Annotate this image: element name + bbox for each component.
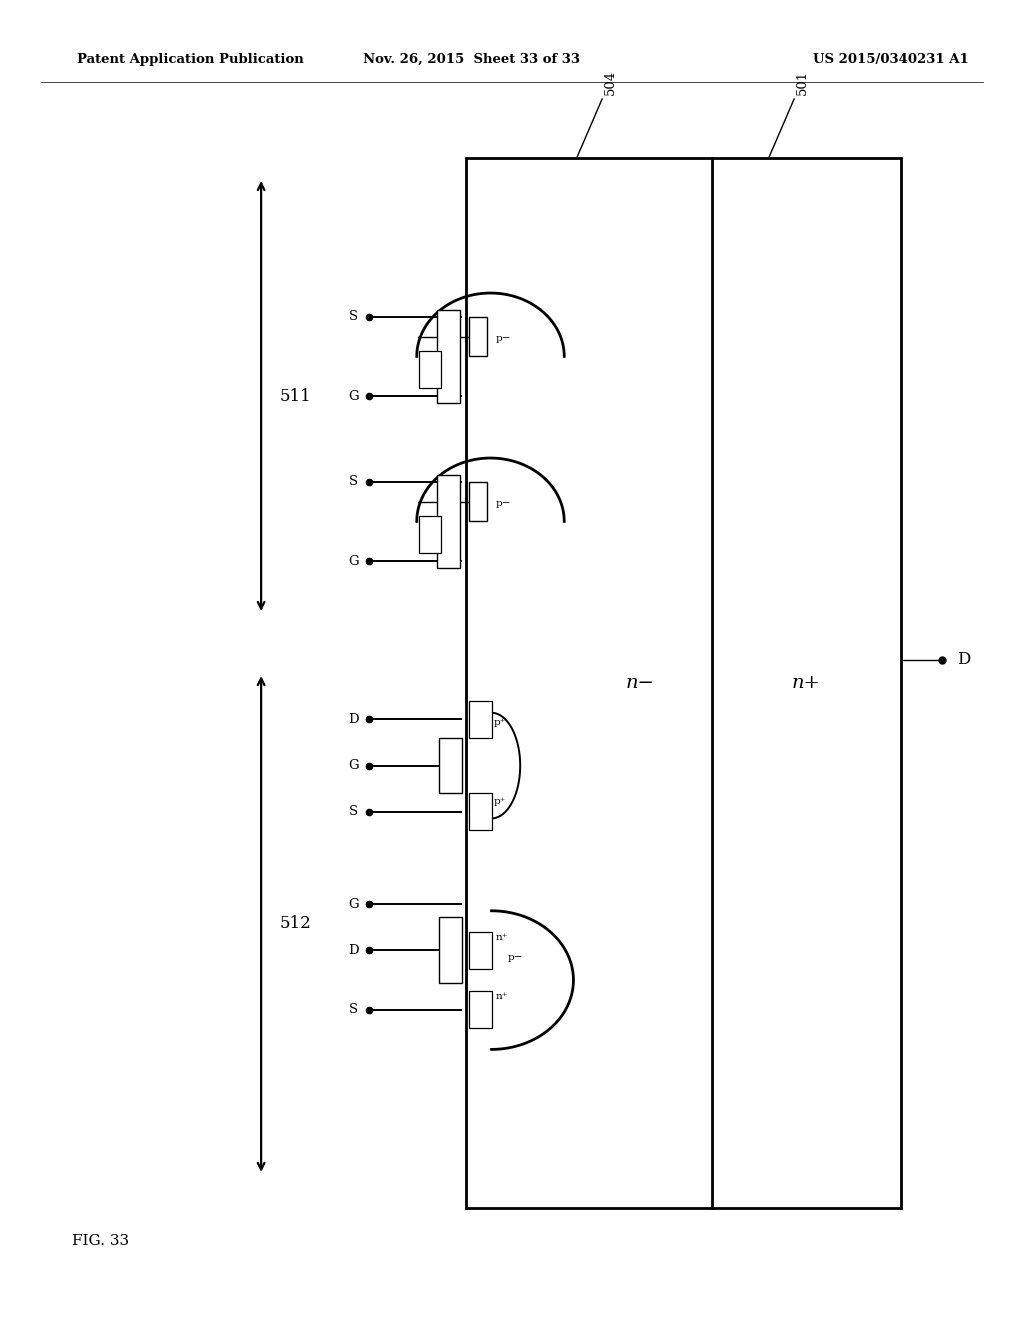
Bar	[439, 738, 462, 793]
Text: G: G	[348, 389, 358, 403]
Bar	[419, 351, 441, 388]
Text: S: S	[349, 475, 358, 488]
Text: p⁺: p⁺	[494, 718, 506, 727]
Text: FIG. 33: FIG. 33	[72, 1234, 129, 1247]
Text: Patent Application Publication: Patent Application Publication	[77, 53, 303, 66]
Text: S: S	[349, 1003, 358, 1016]
Text: n⁺: n⁺	[496, 933, 508, 942]
Text: p⁺: p⁺	[494, 797, 506, 807]
Text: 501: 501	[797, 70, 809, 95]
Text: S: S	[349, 805, 358, 818]
Bar	[469, 991, 492, 1028]
Text: S: S	[349, 310, 358, 323]
Bar	[469, 317, 487, 356]
Text: n⁺: n⁺	[443, 359, 456, 368]
Text: G: G	[348, 759, 358, 772]
Text: n⁺: n⁺	[496, 993, 508, 1002]
Text: 511: 511	[280, 388, 311, 404]
Bar	[469, 701, 492, 738]
Text: 504: 504	[604, 70, 617, 95]
Text: D: D	[957, 652, 971, 668]
Bar	[437, 475, 460, 568]
Text: 512: 512	[280, 916, 311, 932]
Bar	[466, 158, 901, 1208]
Text: n⁺: n⁺	[443, 524, 456, 533]
Text: n+: n+	[792, 675, 821, 692]
Bar	[439, 917, 462, 983]
Text: Nov. 26, 2015  Sheet 33 of 33: Nov. 26, 2015 Sheet 33 of 33	[362, 53, 580, 66]
Text: G: G	[348, 898, 358, 911]
Bar	[419, 516, 441, 553]
Bar	[469, 793, 492, 830]
Bar	[469, 482, 487, 521]
Text: D: D	[348, 713, 358, 726]
Text: p−: p−	[496, 499, 511, 508]
Text: p−: p−	[508, 953, 523, 962]
Bar	[469, 932, 492, 969]
Text: US 2015/0340231 A1: US 2015/0340231 A1	[813, 53, 969, 66]
Bar	[437, 310, 460, 403]
Text: n−: n−	[626, 675, 654, 692]
Text: D: D	[348, 944, 358, 957]
Text: G: G	[348, 554, 358, 568]
Text: p−: p−	[496, 334, 511, 343]
